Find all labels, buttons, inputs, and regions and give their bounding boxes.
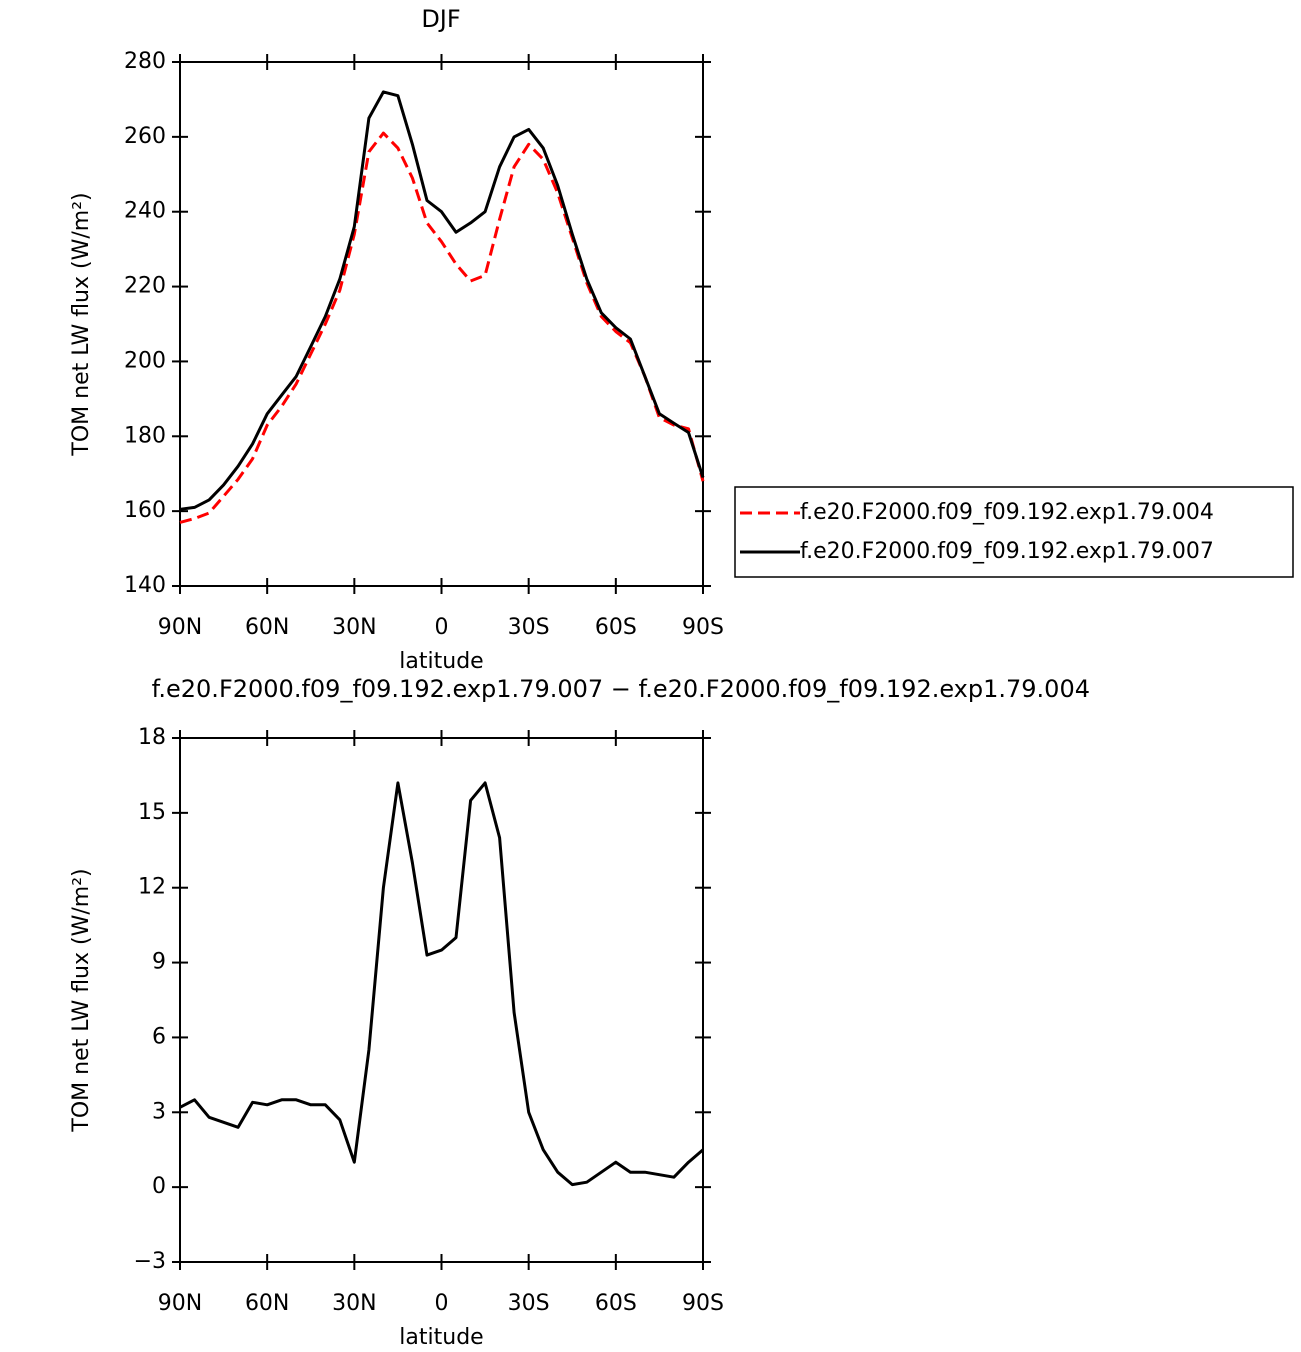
chart-title: DJF — [421, 5, 460, 33]
y-tick-label: 280 — [124, 49, 166, 74]
x-tick-label: 60S — [595, 615, 637, 640]
x-tick-label: 0 — [435, 615, 449, 640]
x-axis-label: latitude — [399, 649, 483, 674]
series-line — [179, 131, 705, 524]
y-tick-label: −3 — [134, 1249, 166, 1274]
y-tick-label: 140 — [124, 573, 166, 598]
y-tick-label: 9 — [152, 950, 166, 975]
y-tick-label: 15 — [138, 800, 166, 825]
series-line — [179, 781, 704, 1187]
legend-label: f.e20.F2000.f09_f09.192.exp1.79.007 — [800, 539, 1214, 564]
plot-frame — [179, 61, 704, 587]
y-tick-label: 3 — [152, 1099, 166, 1124]
y-tick-label: 220 — [124, 274, 166, 299]
x-tick-label: 60N — [245, 615, 289, 640]
y-tick-label: 240 — [124, 199, 166, 224]
y-tick-label: 18 — [138, 725, 166, 750]
chart-title: f.e20.F2000.f09_f09.192.exp1.79.007 − f.… — [152, 675, 1090, 703]
x-tick-label: 90N — [158, 615, 202, 640]
x-tick-label: 30S — [508, 1291, 550, 1316]
legend-box — [734, 486, 1294, 578]
y-tick-label: 180 — [124, 423, 166, 448]
y-axis-label: TOM net LW flux (W/m²) — [69, 192, 94, 456]
x-tick-label: 90S — [682, 1291, 724, 1316]
x-axis-label: latitude — [399, 1325, 483, 1350]
x-tick-label: 60N — [245, 1291, 289, 1316]
y-tick-label: 260 — [124, 124, 166, 149]
x-tick-label: 30N — [332, 1291, 376, 1316]
y-tick-label: 0 — [152, 1174, 166, 1199]
x-tick-label: 90S — [682, 615, 724, 640]
series-line — [179, 90, 705, 511]
y-tick-label: 6 — [152, 1024, 166, 1049]
x-tick-label: 60S — [595, 1291, 637, 1316]
y-tick-label: 200 — [124, 348, 166, 373]
x-tick-label: 30N — [332, 615, 376, 640]
y-tick-label: 160 — [124, 498, 166, 523]
x-tick-label: 0 — [435, 1291, 449, 1316]
y-axis-label: TOM net LW flux (W/m²) — [69, 868, 94, 1132]
x-tick-label: 90N — [158, 1291, 202, 1316]
plot-frame — [179, 737, 704, 1263]
y-tick-label: 12 — [138, 875, 166, 900]
x-tick-label: 30S — [508, 615, 550, 640]
legend-label: f.e20.F2000.f09_f09.192.exp1.79.004 — [800, 500, 1214, 525]
